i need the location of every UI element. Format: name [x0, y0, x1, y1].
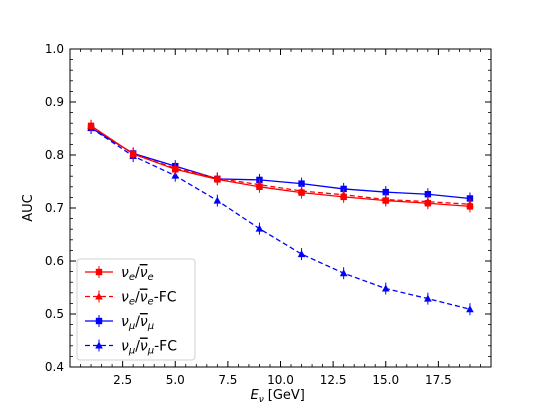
y-tick-label: 0.7	[45, 201, 64, 215]
legend-label-part: /	[135, 339, 140, 355]
legend-label-part: /	[135, 290, 140, 306]
legend-label-part: /	[135, 265, 140, 281]
legend-label-part: ν	[140, 265, 148, 281]
legend-entry: νμ/νμ	[85, 314, 154, 332]
legend-label-part: μ	[128, 346, 135, 357]
legend-label-part: ν	[121, 290, 129, 306]
x-axis-label-unit: [GeV]	[268, 388, 305, 403]
legend-label-part: -FC	[154, 290, 177, 306]
legend-label-part: e	[148, 272, 154, 283]
legend-label: νe/νe	[121, 265, 154, 283]
plot-area	[87, 119, 474, 316]
x-tick-label: 5.0	[166, 373, 185, 387]
legend-label-part: ν	[121, 314, 129, 330]
y-tick-label: 0.6	[45, 254, 64, 268]
legend-entry: νe/νe	[85, 265, 154, 283]
series-line	[90, 127, 471, 310]
legend-label-part: -FC	[154, 339, 177, 355]
series-line	[90, 127, 471, 200]
legend-entry: νμ/νμ-FC	[85, 339, 177, 357]
legend-label: νμ/νμ	[121, 314, 154, 332]
legend-label-part: e	[148, 297, 154, 308]
x-tick-label: 17.5	[425, 373, 452, 387]
y-axis-label: AUC	[21, 194, 36, 222]
series-0	[87, 119, 474, 213]
legend-label: νμ/νμ-FC	[121, 339, 177, 357]
legend-label-part: ν	[121, 265, 129, 281]
legend-label-part: e	[129, 272, 135, 283]
x-tick-label: 12.5	[320, 373, 347, 387]
x-tick-label: 7.5	[218, 373, 237, 387]
y-tick-label: 0.5	[45, 307, 64, 321]
y-tick-label: 1.0	[45, 42, 64, 56]
legend-label-part: ν	[140, 290, 148, 306]
axes: 0.4 0.5 0.6 0.7 0.8 0.9 1.0 2.5 5.0 7.5 10.0 12.5 15…	[45, 42, 491, 387]
legend-label-part: μ	[147, 321, 154, 332]
legend-label-part: ν	[121, 339, 129, 355]
y-tick-label: 0.8	[45, 148, 64, 162]
x-axis-label-symbol: E	[251, 388, 260, 403]
y-tick-label: 0.4	[45, 360, 64, 374]
legend-label-part: ν	[140, 314, 148, 330]
legend-label-part: ν	[140, 339, 148, 355]
series-line	[90, 125, 470, 208]
y-tick-label: 0.9	[45, 95, 64, 109]
legend-label-part: e	[129, 297, 135, 308]
x-tick-label: 15.0	[372, 373, 399, 387]
x-axis-label-subscript: ν	[259, 395, 264, 405]
legend-label-part: μ	[147, 346, 154, 357]
legend-entry: νe/νe-FC	[85, 290, 177, 308]
legend-label-part: /	[135, 314, 140, 330]
x-tick-label: 2.5	[113, 373, 132, 387]
legend-label-part: μ	[128, 321, 135, 332]
legend-label: νe/νe-FC	[121, 290, 177, 308]
x-tick-label: 10.0	[267, 373, 294, 387]
x-axis-label: Eν [GeV]	[251, 388, 305, 405]
legend-box	[76, 258, 196, 361]
